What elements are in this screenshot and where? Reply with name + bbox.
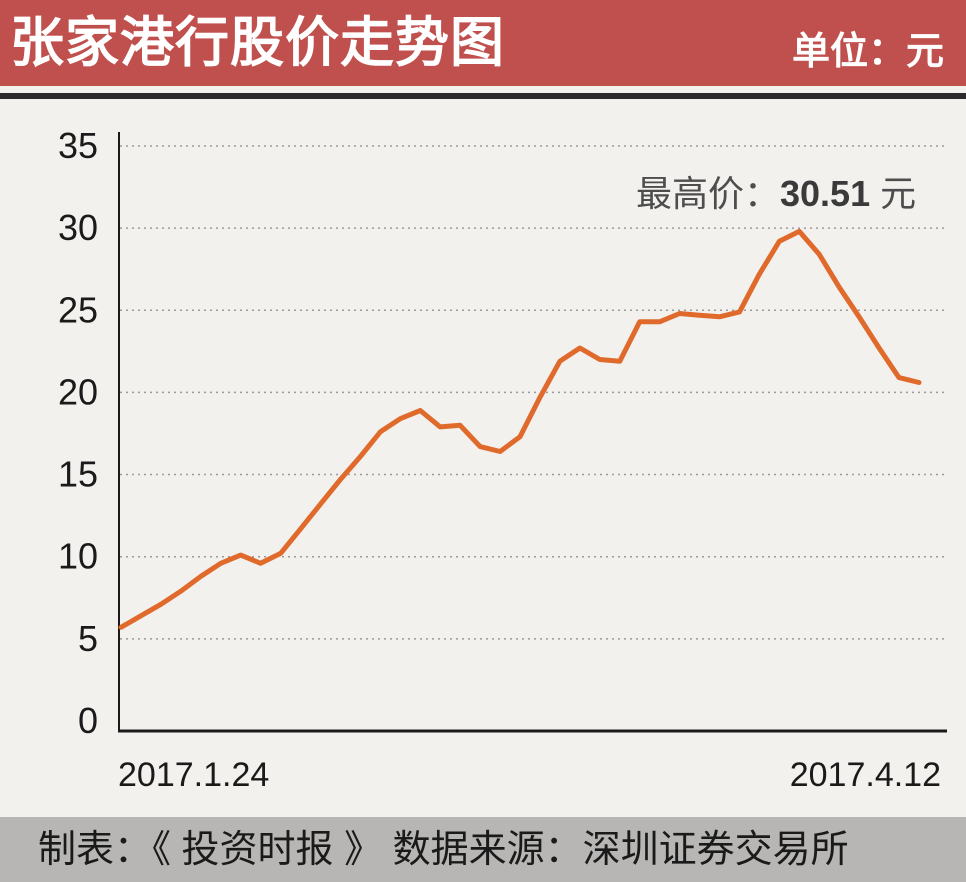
y-tick-label: 0	[78, 700, 98, 741]
y-tick-label: 5	[78, 618, 98, 659]
chart-header: 张家港行股价走势图 单位：元	[0, 0, 966, 86]
y-tick-label: 30	[58, 207, 98, 248]
chart-title: 张家港行股价走势图	[10, 13, 505, 73]
y-tick-label: 35	[58, 125, 98, 166]
source-note: 制表：《 投资时报 》 数据来源：深圳证券交易所	[38, 829, 849, 871]
y-axis-ticks: 0 5 10 15 20 25 30 35	[58, 125, 98, 741]
x-label-end: 2017.4.12	[790, 756, 941, 794]
gridlines	[120, 145, 946, 640]
y-tick-label: 15	[58, 454, 98, 495]
unit-label: 单位：元	[791, 31, 944, 73]
x-label-start: 2017.1.24	[118, 756, 269, 794]
header-divider	[0, 93, 966, 99]
footer-bar: 制表：《 投资时报 》 数据来源：深圳证券交易所	[0, 817, 966, 882]
price-line	[118, 228, 922, 630]
max-price-annotation: 最高价：30.51 元	[636, 173, 916, 214]
y-tick-label: 10	[58, 536, 98, 577]
max-price-label: 最高价：	[636, 173, 780, 214]
y-tick-label: 25	[58, 289, 98, 330]
max-price-unit: 元	[870, 173, 916, 214]
max-price-value: 30.51	[780, 173, 870, 214]
line-chart: 0 5 10 15 20 25 30 35 2017.1.24 2017.4.12 最高价：3…	[58, 125, 947, 794]
y-tick-label: 20	[58, 371, 98, 412]
